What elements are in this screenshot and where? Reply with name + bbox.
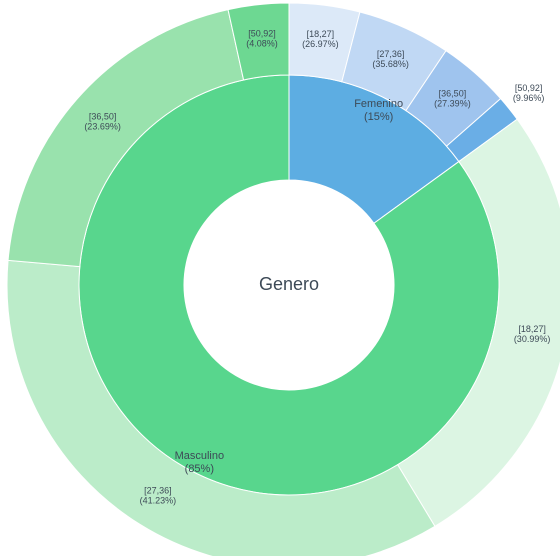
slice-name: [50,92] bbox=[515, 83, 543, 93]
outer-slice bbox=[396, 118, 560, 527]
slice-name: [50,92] bbox=[248, 28, 276, 38]
slice-value: (4.08%) bbox=[246, 38, 278, 48]
slice-label: [36,50] (23.69%) bbox=[84, 111, 121, 131]
slice-value: (41.23%) bbox=[140, 495, 177, 505]
slice-value: (26.97%) bbox=[302, 39, 339, 49]
slice-name: [18,27] bbox=[518, 324, 546, 334]
slice-label: [36,50] (27.39%) bbox=[434, 88, 471, 108]
slice-name: [36,50] bbox=[439, 88, 467, 98]
slice-value: (35.68%) bbox=[372, 59, 409, 69]
slice-value: (27.39%) bbox=[434, 98, 471, 108]
outer-slice bbox=[227, 2, 290, 81]
slice-value: (9.96%) bbox=[513, 93, 545, 103]
slice-value: (15%) bbox=[364, 111, 393, 123]
slice-label: [18,27] (26.97%) bbox=[302, 29, 339, 49]
slice-label: Femenino (15%) bbox=[354, 98, 403, 123]
slice-name: [27,36] bbox=[377, 49, 405, 59]
chart-title: Genero bbox=[259, 274, 319, 294]
slice-value: (85%) bbox=[185, 463, 214, 475]
slice-label: [50,92] (9.96%) bbox=[513, 83, 545, 103]
slice-name: [36,50] bbox=[89, 111, 117, 121]
slice-label: [27,36] (41.23%) bbox=[140, 485, 177, 505]
slice-name: Masculino bbox=[175, 450, 225, 462]
slice-label: [50,92] (4.08%) bbox=[246, 28, 278, 48]
slice-value: (23.69%) bbox=[84, 121, 121, 131]
slice-name: [27,36] bbox=[144, 485, 172, 495]
slice-label: Masculino (85%) bbox=[175, 450, 225, 475]
slice-label: [27,36] (35.68%) bbox=[372, 49, 409, 69]
slice-name: [18,27] bbox=[307, 29, 335, 39]
outer-slice bbox=[6, 259, 436, 556]
slice-value: (30.99%) bbox=[514, 334, 551, 344]
slice-label: [18,27] (30.99%) bbox=[514, 324, 551, 344]
slice-name: Femenino bbox=[354, 98, 403, 110]
